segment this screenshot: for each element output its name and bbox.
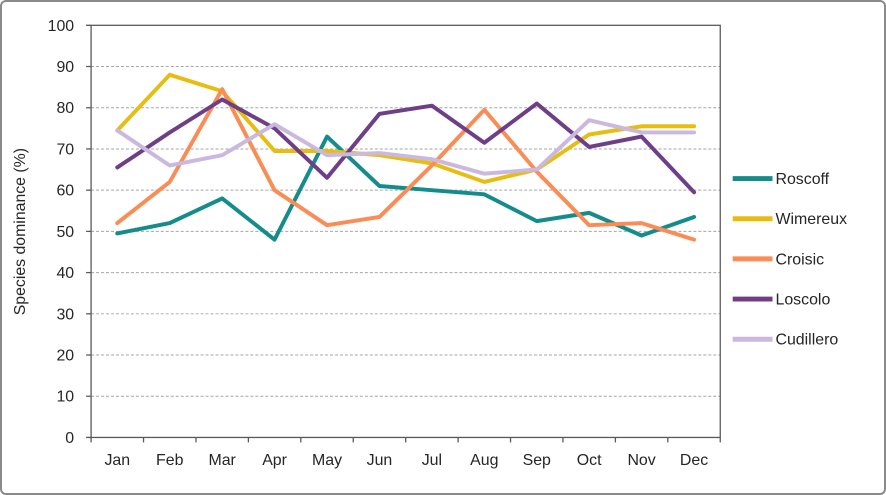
legend-item-roscoff[interactable]: Roscoff [732,171,830,188]
x-tick-label: Dec [680,452,708,469]
x-tick-label: Mar [208,452,236,469]
y-tick-label: 40 [56,265,74,282]
y-tick-label: 50 [56,224,74,241]
legend-item-loscolo[interactable]: Loscolo [732,292,831,309]
x-tick-label: Nov [627,452,655,469]
legend-label-wimereux: Wimereux [775,211,847,228]
y-tick-label: 80 [56,100,74,117]
x-tick-label: Feb [156,452,184,469]
series-line-cudillero[interactable] [115,118,697,176]
series-line-wimereux[interactable] [115,72,697,184]
y-tick-label: 100 [48,18,75,35]
legend-item-croisic[interactable]: Croisic [732,251,824,268]
y-tick-label: 30 [56,306,74,323]
series-line-loscolo[interactable] [115,97,697,195]
y-tick-label: 20 [56,348,74,365]
y-axis-title: Species dominance (%) [12,148,29,315]
x-tick-label: Jul [422,452,442,469]
x-tick-label: Sep [523,452,551,469]
series-line-roscoff[interactable] [115,134,697,242]
x-tick-label: May [312,452,342,469]
legend-item-cudillero[interactable]: Cudillero [732,332,839,349]
x-tick-label: Oct [577,452,602,469]
y-tick-label: 0 [65,430,74,447]
y-tick-label: 60 [56,183,74,200]
y-tick-label: 70 [56,141,74,158]
x-tick-label: Jun [367,452,393,469]
x-tick-label: Aug [470,452,498,469]
legend-item-wimereux[interactable]: Wimereux [732,211,847,228]
legend-label-roscoff: Roscoff [775,171,829,188]
y-tick-label: 90 [56,59,74,76]
x-tick-label: Apr [262,452,287,469]
x-tick-label: Jan [104,452,130,469]
legend-label-cudillero: Cudillero [775,332,838,349]
y-tick-label: 10 [56,389,74,406]
legend-label-croisic: Croisic [775,251,824,268]
legend-label-loscolo: Loscolo [775,292,830,309]
